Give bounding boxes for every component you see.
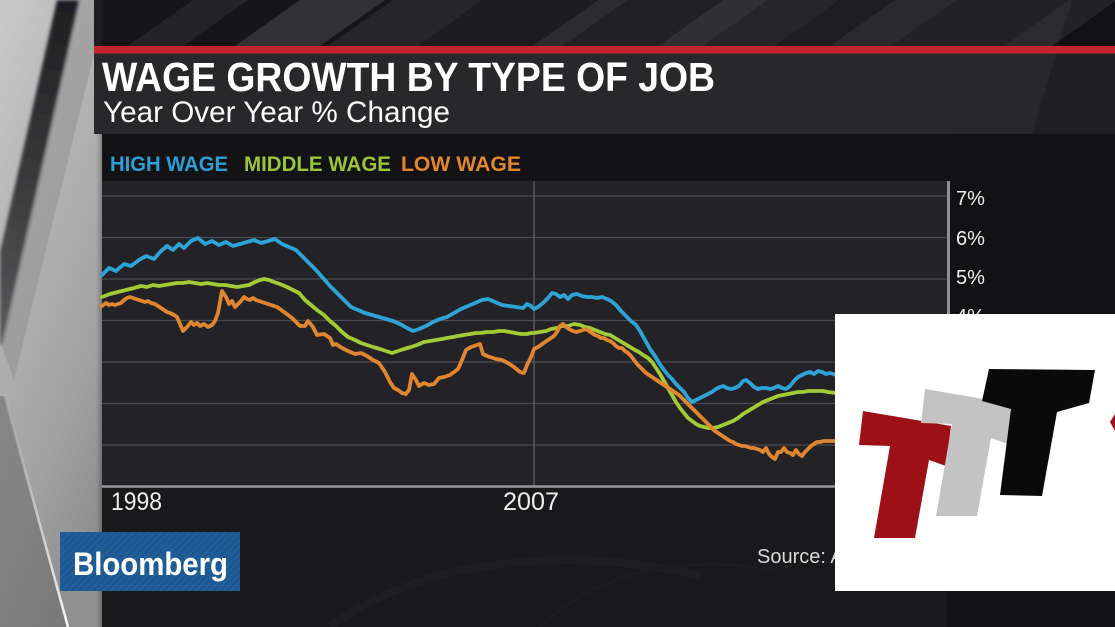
svg-text:2007: 2007 [503, 488, 559, 516]
svg-text:LOW WAGE: LOW WAGE [401, 152, 521, 176]
svg-text:6%: 6% [956, 228, 985, 250]
svg-text:WAGE GROWTH BY TYPE OF JOB: WAGE GROWTH BY TYPE OF JOB [102, 54, 715, 100]
svg-text:MIDDLE WAGE: MIDDLE WAGE [244, 152, 391, 176]
svg-text:1998: 1998 [111, 488, 162, 516]
svg-text:HIGH WAGE: HIGH WAGE [110, 152, 228, 176]
svg-text:Year Over Year % Change: Year Over Year % Change [103, 96, 450, 129]
svg-text:5%: 5% [956, 267, 985, 289]
svg-text:7%: 7% [956, 188, 985, 210]
svg-text:Bloomberg: Bloomberg [73, 546, 228, 582]
